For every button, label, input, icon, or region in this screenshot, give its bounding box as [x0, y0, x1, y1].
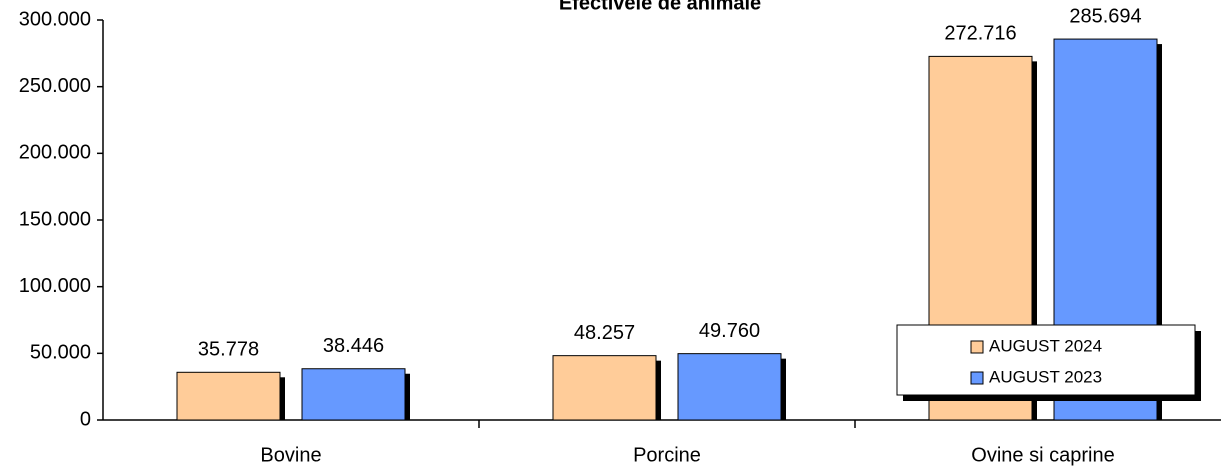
x-tick-label: Porcine	[633, 444, 701, 466]
x-tick-label: Ovine si caprine	[971, 444, 1114, 466]
bar	[176, 371, 281, 421]
legend-swatch	[970, 371, 984, 385]
value-label: 285.694	[1069, 5, 1141, 27]
y-tick-label: 50.000	[30, 342, 91, 364]
legend-label: AUGUST 2024	[989, 336, 1102, 355]
y-tick-label: 100.000	[19, 275, 91, 297]
legend-label: AUGUST 2023	[989, 367, 1102, 386]
value-label: 272.716	[944, 23, 1016, 45]
y-tick-label: 300.000	[19, 8, 91, 30]
y-tick-label: 0	[80, 408, 91, 430]
legend	[896, 324, 1196, 396]
value-label: 49.760	[699, 320, 760, 342]
bar	[301, 368, 406, 421]
chart-title: Efectivele de animale	[559, 0, 761, 14]
bar	[677, 353, 782, 421]
y-tick-label: 250.000	[19, 75, 91, 97]
bar	[552, 355, 657, 421]
y-tick-label: 200.000	[19, 142, 91, 164]
y-tick-label: 150.000	[19, 208, 91, 230]
x-tick-label: Bovine	[260, 444, 321, 466]
value-label: 35.778	[198, 339, 259, 361]
value-label: 48.257	[574, 322, 635, 344]
legend-swatch	[970, 340, 984, 354]
value-label: 38.446	[323, 335, 384, 357]
